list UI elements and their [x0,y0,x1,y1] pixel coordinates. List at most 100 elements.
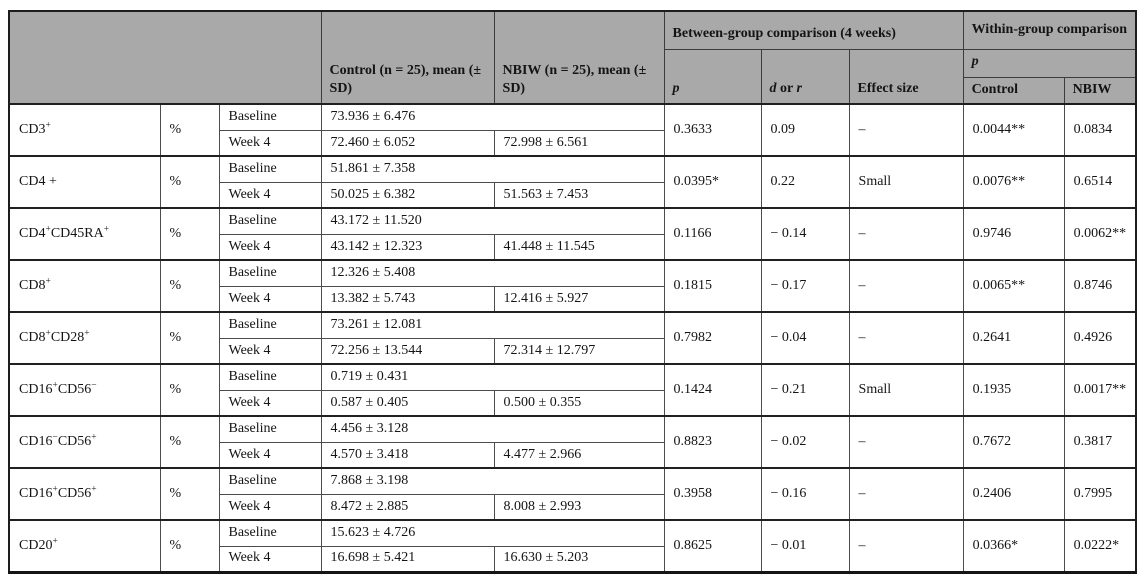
unit-cell: % [159,207,220,261]
table-body: CD3+% Baseline 73.936 ± 6.476 0.3633 0.09–0.… [8,103,1137,573]
within-control-p-cell: 0.0044** [962,103,1065,157]
marker-name-cell: CD4+CD45RA+ [8,207,161,261]
table-row-week4: Week 4 16.698 ± 5.421 16.630 ± 5.203 [9,545,1136,573]
header-row-2: p d or r Effect size p [9,48,1137,105]
marker-superscript: + [45,120,51,131]
within-control-p-cell: 0.7672 [962,415,1065,469]
table-row-week4: Week 4 13.382 ± 5.743 12.416 ± 5.927 [9,285,1136,313]
header-control-mean: Control (n = 25), mean (± SD) [320,10,495,105]
table-row-week4: Week 4 0.587 ± 0.405 0.500 ± 0.355 [9,389,1136,417]
week4-nbiw-value-cell: 12.416 ± 5.927 [493,285,665,313]
header-within-group: Within-group comparison [962,10,1137,50]
table-row-baseline: CD16+CD56+% Baseline 7.868 ± 3.198 0.3958− … [8,467,1137,521]
unit-cell: % [159,363,220,417]
effect-size-cell: – [848,519,964,573]
between-p-cell: 0.8823 [663,415,762,469]
marker-text: CD8 [19,277,46,293]
baseline-value-cell: 73.936 ± 6.476 [320,103,665,131]
period-baseline-cell: Baseline [218,155,322,183]
unit-cell: % [159,467,220,521]
effect-size-cell: – [848,311,964,365]
marker-superscript: + [45,276,51,287]
table-row-week4: Week 4 72.256 ± 13.544 72.314 ± 12.797 [9,337,1136,365]
week4-control-value-cell: 13.382 ± 5.743 [320,285,495,313]
week4-control-value-cell: 72.256 ± 13.544 [320,337,495,365]
week4-nbiw-value-cell: 16.630 ± 5.203 [493,545,665,573]
effect-size-cell: – [848,207,964,261]
week4-control-value-cell: 16.698 ± 5.421 [320,545,495,573]
marker-superscript: − [52,432,58,443]
d-or-r-cell: − 0.16 [760,467,850,521]
d-or-r-cell: − 0.17 [760,259,850,313]
period-baseline-cell: Baseline [218,467,322,495]
within-control-p-cell: 0.0076** [962,155,1065,209]
period-week4-cell: Week 4 [218,181,322,209]
d-or-r-cell: − 0.14 [760,207,850,261]
marker-name-cell: CD3+ [8,103,161,157]
period-week4-cell: Week 4 [218,233,322,261]
within-control-p-cell: 0.0065** [962,259,1065,313]
marker-superscript: + [45,328,51,339]
within-nbiw-p-cell: 0.0062** [1063,207,1137,261]
within-nbiw-p-cell: 0.8746 [1063,259,1137,313]
between-p-cell: 0.1815 [663,259,762,313]
effect-size-cell: – [848,259,964,313]
marker-name-cell: CD16+CD56+ [8,467,161,521]
header-between-group: Between-group comparison (4 weeks) [663,10,964,50]
d-or-r-cell: − 0.21 [760,363,850,417]
within-control-p-cell: 0.2641 [962,311,1065,365]
week4-nbiw-value-cell: 51.563 ± 7.453 [493,181,665,209]
baseline-value-cell: 7.868 ± 3.198 [320,467,665,495]
header-or: or [776,80,797,96]
period-week4-cell: Week 4 [218,285,322,313]
unit-cell: % [159,519,220,573]
header-d: d [769,80,777,96]
within-control-p-cell: 0.1935 [962,363,1065,417]
baseline-value-cell: 15.623 ± 4.726 [320,519,665,547]
header-d-or-r: d or r [760,48,850,105]
table-row-week4: Week 4 50.025 ± 6.382 51.563 ± 7.453 [9,181,1136,209]
baseline-value-cell: 12.326 ± 5.408 [320,259,665,287]
unit-cell: % [159,311,220,365]
marker-name-cell: CD4 + [8,155,161,209]
baseline-value-cell: 4.456 ± 3.128 [320,415,665,443]
header-row-1: Control (n = 25), mean (± SD) NBIW (n = … [8,10,1137,105]
between-p-cell: 0.3958 [663,467,762,521]
marker-superscript: + [52,380,58,391]
week4-control-value-cell: 43.142 ± 12.323 [320,233,495,261]
marker-text: CD4 [19,225,46,241]
week4-control-value-cell: 50.025 ± 6.382 [320,181,495,209]
marker-text: CD16 [19,381,53,397]
marker-text: CD56 [57,433,92,449]
baseline-value-cell: 0.719 ± 0.431 [320,363,665,391]
baseline-value-cell: 43.172 ± 11.520 [320,207,665,235]
effect-size-cell: – [848,415,964,469]
header-nbiw-mean: NBIW (n = 25), mean (± SD) [493,10,665,105]
between-p-cell: 0.1424 [663,363,762,417]
table-row-baseline: CD8+CD28+% Baseline 73.261 ± 12.081 0.7982−… [8,311,1137,365]
week4-control-value-cell: 8.472 ± 2.885 [320,493,495,521]
d-or-r-cell: − 0.01 [760,519,850,573]
period-baseline-cell: Baseline [218,207,322,235]
within-nbiw-p-cell: 0.7995 [1063,467,1137,521]
within-nbiw-p-cell: 0.6514 [1063,155,1137,209]
table-header: Control (n = 25), mean (± SD) NBIW (n = … [8,10,1137,105]
header-empty-cell [8,10,322,105]
between-p-cell: 0.7982 [663,311,762,365]
between-p-cell: 0.0395* [663,155,762,209]
d-or-r-cell: 0.09 [760,103,850,157]
week4-nbiw-value-cell: 72.314 ± 12.797 [493,337,665,365]
between-p-cell: 0.3633 [663,103,762,157]
between-p-cell: 0.1166 [663,207,762,261]
marker-text: CD56 [57,381,92,397]
week4-control-value-cell: 4.570 ± 3.418 [320,441,495,469]
within-nbiw-p-cell: 0.0834 [1063,103,1137,157]
period-baseline-cell: Baseline [218,103,322,131]
marker-text: CD56 [57,485,92,501]
period-week4-cell: Week 4 [218,389,322,417]
marker-name-cell: CD8+ [8,259,161,313]
period-baseline-cell: Baseline [218,311,322,339]
period-week4-cell: Week 4 [218,337,322,365]
header-p: p [663,48,762,105]
